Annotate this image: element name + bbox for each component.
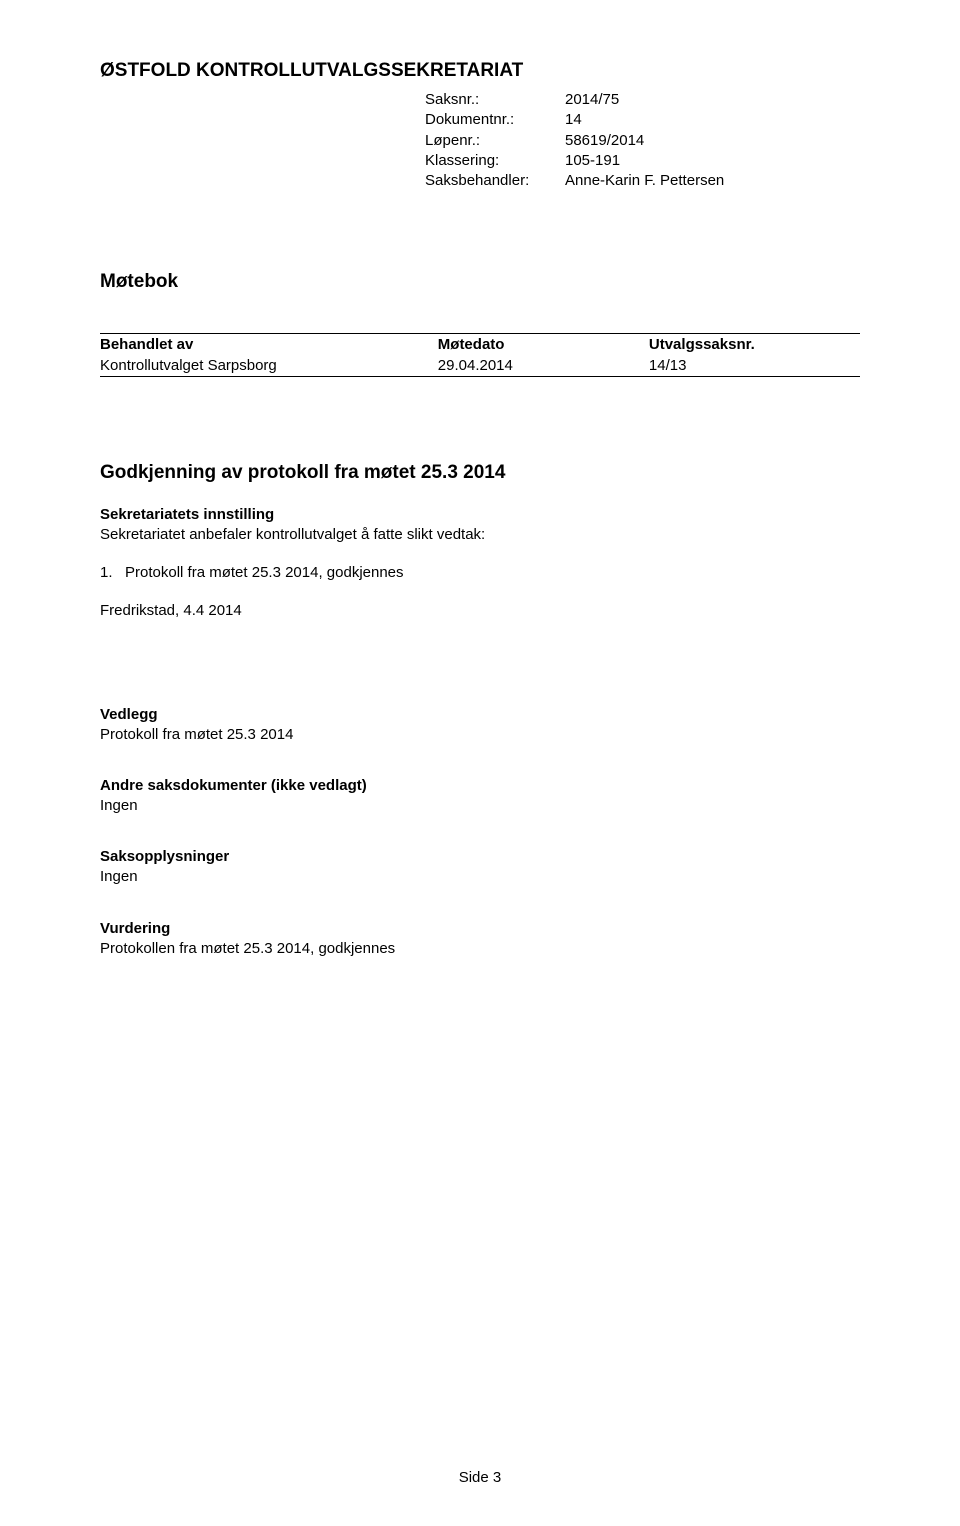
meta-row: Saksnr.: 2014/75 [425, 90, 860, 110]
table-header: Behandlet av [100, 334, 438, 355]
table-cell: Kontrollutvalget Sarpsborg [100, 355, 438, 376]
org-title: ØSTFOLD KONTROLLUTVALGSSEKRETARIAT [100, 60, 860, 82]
table-cell: 14/13 [649, 355, 860, 376]
vedlegg-heading: Vedlegg [100, 706, 860, 723]
meta-value: 14 [565, 110, 582, 130]
page-footer: Side 3 [0, 1469, 960, 1486]
vurdering-text: Protokollen fra møtet 25.3 2014, godkjen… [100, 939, 860, 959]
andre-text: Ingen [100, 796, 860, 816]
vedlegg-text: Protokoll fra møtet 25.3 2014 [100, 725, 860, 745]
document-title: Godkjenning av protokoll fra møtet 25.3 … [100, 462, 860, 484]
saksoppl-heading: Saksopplysninger [100, 848, 860, 865]
meta-value: 2014/75 [565, 90, 619, 110]
meta-block: Saksnr.: 2014/75 Dokumentnr.: 14 Løpenr.… [425, 90, 860, 191]
meta-label: Løpenr.: [425, 131, 565, 151]
vurdering-heading: Vurdering [100, 920, 860, 937]
point-number: 1. [100, 564, 113, 581]
meta-value: Anne-Karin F. Pettersen [565, 171, 724, 191]
point-text: Protokoll fra møtet 25.3 2014, godkjenne… [125, 564, 404, 581]
table-header-row: Behandlet av Møtedato Utvalgssaksnr. [100, 334, 860, 355]
innstilling-heading: Sekretariatets innstilling [100, 506, 860, 523]
place-date: Fredrikstad, 4.4 2014 [100, 601, 860, 621]
meta-value: 105-191 [565, 151, 620, 171]
table-header: Utvalgssaksnr. [649, 334, 860, 355]
meta-label: Klassering: [425, 151, 565, 171]
meta-label: Saksnr.: [425, 90, 565, 110]
numbered-point: 1. Protokoll fra møtet 25.3 2014, godkje… [100, 564, 860, 581]
table-cell: 29.04.2014 [438, 355, 649, 376]
table-row: Kontrollutvalget Sarpsborg 29.04.2014 14… [100, 355, 860, 376]
innstilling-text: Sekretariatet anbefaler kontrollutvalget… [100, 525, 860, 545]
table-header: Møtedato [438, 334, 649, 355]
meta-label: Saksbehandler: [425, 171, 565, 191]
andre-heading: Andre saksdokumenter (ikke vedlagt) [100, 777, 860, 794]
meta-value: 58619/2014 [565, 131, 644, 151]
motebok-title: Møtebok [100, 271, 860, 293]
meta-row: Saksbehandler: Anne-Karin F. Pettersen [425, 171, 860, 191]
meta-row: Løpenr.: 58619/2014 [425, 131, 860, 151]
behandlet-table: Behandlet av Møtedato Utvalgssaksnr. Kon… [100, 333, 860, 377]
saksoppl-text: Ingen [100, 867, 860, 887]
meta-label: Dokumentnr.: [425, 110, 565, 130]
meta-row: Klassering: 105-191 [425, 151, 860, 171]
meta-row: Dokumentnr.: 14 [425, 110, 860, 130]
